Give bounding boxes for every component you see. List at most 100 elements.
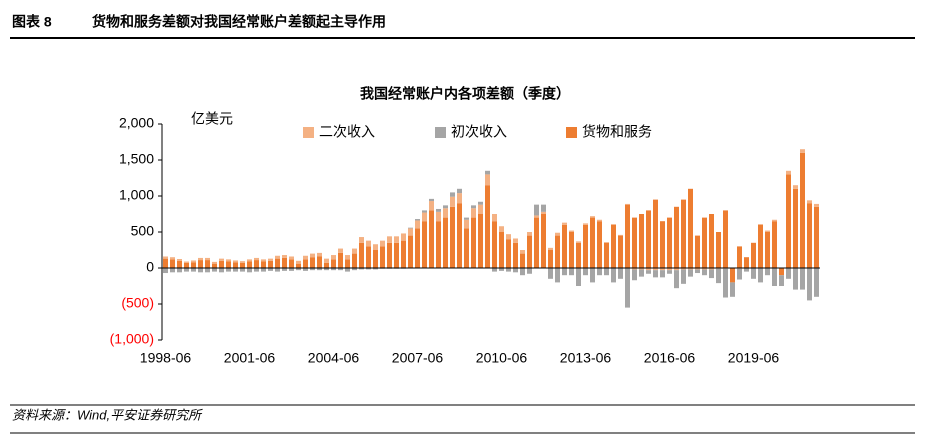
bar-segment — [415, 219, 420, 221]
bar-segment — [702, 268, 707, 270]
bar-segment — [800, 152, 805, 268]
bar-segment — [527, 268, 532, 274]
bar-segment — [583, 223, 588, 225]
bar-segment — [268, 258, 273, 261]
bar-segment — [359, 237, 364, 243]
bar-segment — [569, 268, 574, 276]
bar-segment — [478, 201, 483, 205]
bar-segment — [779, 275, 784, 286]
bar-segment — [744, 257, 749, 268]
bar-segment — [219, 260, 224, 268]
bar-segment — [282, 257, 287, 268]
y-tick-label: (1,000) — [110, 331, 154, 347]
bar-segment — [814, 268, 819, 297]
bar-segment — [751, 268, 756, 279]
bar-segment — [401, 240, 406, 268]
bar-segment — [618, 234, 623, 236]
bar-segment — [506, 234, 511, 240]
bar-segment — [275, 255, 280, 259]
bar-segment — [667, 217, 672, 268]
bar-segment — [667, 268, 672, 271]
bar-segment — [541, 214, 546, 268]
bar-segment — [520, 253, 525, 268]
bar-segment — [331, 259, 336, 268]
bar-segment — [513, 238, 518, 243]
bar-segment — [415, 228, 420, 268]
chart-title: 我国经常账户内各项差额（季度） — [360, 86, 570, 102]
bar-segment — [772, 221, 777, 268]
bar-segment — [247, 268, 252, 273]
legend-label: 货物和服务 — [582, 124, 652, 140]
bar-segment — [415, 220, 420, 229]
bar-segment — [667, 270, 672, 274]
bar-segment — [702, 269, 707, 276]
bar-segment — [394, 242, 399, 268]
bar-segment — [625, 268, 630, 308]
y-tick-label: 1,500 — [119, 151, 154, 167]
bar-segment — [758, 224, 763, 268]
bar-segment — [492, 214, 497, 222]
bar-segment — [338, 268, 343, 271]
bar-segment — [163, 268, 168, 274]
bar-segment — [282, 255, 287, 258]
bar-segment — [324, 268, 329, 271]
bar-segment — [548, 247, 553, 250]
bar-segment — [254, 260, 259, 268]
bar-segment — [366, 268, 371, 270]
bar-segment — [387, 242, 392, 268]
bar-segment — [464, 219, 469, 229]
bar-segment — [331, 268, 336, 271]
bar-segment — [177, 268, 182, 273]
bar-segment — [324, 262, 329, 268]
bar-segment — [478, 204, 483, 214]
bar-segment — [534, 217, 539, 268]
bar-segment — [625, 204, 630, 268]
bar-segment — [233, 268, 238, 272]
bar-segment — [296, 260, 301, 264]
bar-segment — [408, 228, 413, 236]
bar-segment — [597, 221, 602, 268]
bar-segment — [450, 192, 455, 197]
bar-segment — [310, 268, 315, 271]
bar-segment — [205, 257, 210, 261]
bar-segment — [597, 268, 602, 276]
bar-segment — [450, 196, 455, 207]
bar-segment — [324, 258, 329, 263]
bar-segment — [443, 208, 448, 218]
bar-segment — [695, 235, 700, 268]
legend-swatch — [303, 127, 314, 138]
bar-segment — [695, 269, 700, 274]
figure-title: 货物和服务差额对我国经常账户差额起主导作用 — [91, 14, 386, 30]
bar-segment — [562, 268, 567, 276]
bar-segment — [296, 263, 301, 268]
bar-segment — [569, 232, 574, 268]
bar-segment — [184, 268, 189, 272]
bar-segment — [457, 193, 462, 204]
bar-segment — [772, 219, 777, 222]
bar-segment — [688, 188, 693, 268]
bar-segment — [541, 211, 546, 214]
bar-segment — [548, 250, 553, 268]
bar-segment — [198, 257, 203, 261]
bar-segment — [513, 242, 518, 268]
bar-segment — [639, 268, 644, 270]
x-tick-label: 2010-06 — [476, 350, 528, 366]
bar-segment — [429, 198, 434, 202]
bar-segment — [688, 269, 693, 277]
bar-segment — [555, 232, 560, 236]
bar-segment — [737, 246, 742, 268]
bar-segment — [170, 259, 175, 268]
bar-segment — [198, 260, 203, 268]
bar-segment — [639, 269, 644, 277]
bar-segment — [352, 268, 357, 271]
bar-segment — [555, 268, 560, 283]
bar-segment — [611, 224, 616, 268]
bar-segment — [506, 239, 511, 268]
bar-segment — [345, 268, 350, 272]
x-tick-label: 1998-06 — [140, 350, 192, 366]
bar-segment — [709, 268, 714, 270]
bar-segment — [289, 268, 294, 271]
bar-segment — [422, 221, 427, 268]
bar-segment — [674, 206, 679, 268]
bar-segment — [604, 242, 609, 243]
